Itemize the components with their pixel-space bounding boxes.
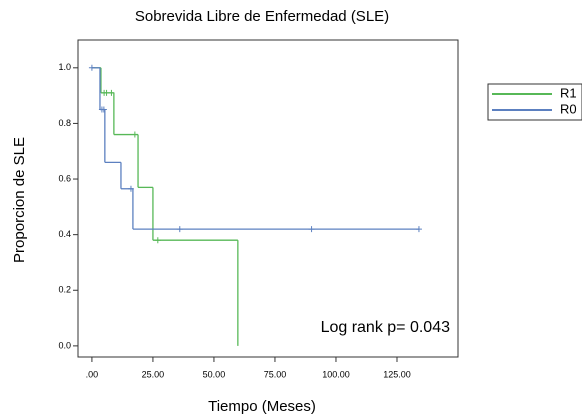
x-tick-label: 25.00 xyxy=(142,369,165,379)
y-tick-label: 0.4 xyxy=(58,229,71,239)
x-tick-label: 75.00 xyxy=(264,369,287,379)
y-tick-label: 0.0 xyxy=(58,340,71,350)
legend-label: R0 xyxy=(560,101,577,116)
censor-mark xyxy=(308,226,315,233)
x-tick-label: 125.00 xyxy=(383,369,411,379)
censor-mark xyxy=(154,237,161,244)
censor-mark xyxy=(127,185,134,192)
legend-label: R1 xyxy=(560,85,577,100)
y-axis-label: Proporcion de SLE xyxy=(11,137,28,263)
plot-frame xyxy=(77,39,459,358)
x-axis-label: Tiempo (Meses) xyxy=(208,398,316,415)
annotation: Log rank p= 0.043 xyxy=(321,319,451,336)
y-tick-label: 0.6 xyxy=(58,173,71,183)
y-tick-label: 0.8 xyxy=(58,118,71,128)
y-tick-label: 1.0 xyxy=(58,62,71,72)
censor-mark xyxy=(100,106,107,113)
legend-frame xyxy=(487,83,582,121)
x-tick-label: 50.00 xyxy=(203,369,226,379)
censor-mark xyxy=(131,131,138,138)
y-tick-label: 0.2 xyxy=(58,285,71,295)
x-tick-label: .00 xyxy=(86,369,99,379)
x-tick-label: 100.00 xyxy=(322,369,350,379)
censor-mark xyxy=(88,64,95,71)
chart-title: Sobrevida Libre de Enfermedad (SLE) xyxy=(135,8,389,25)
censor-mark xyxy=(176,226,183,233)
censor-mark xyxy=(415,226,422,233)
censor-mark xyxy=(108,89,115,96)
